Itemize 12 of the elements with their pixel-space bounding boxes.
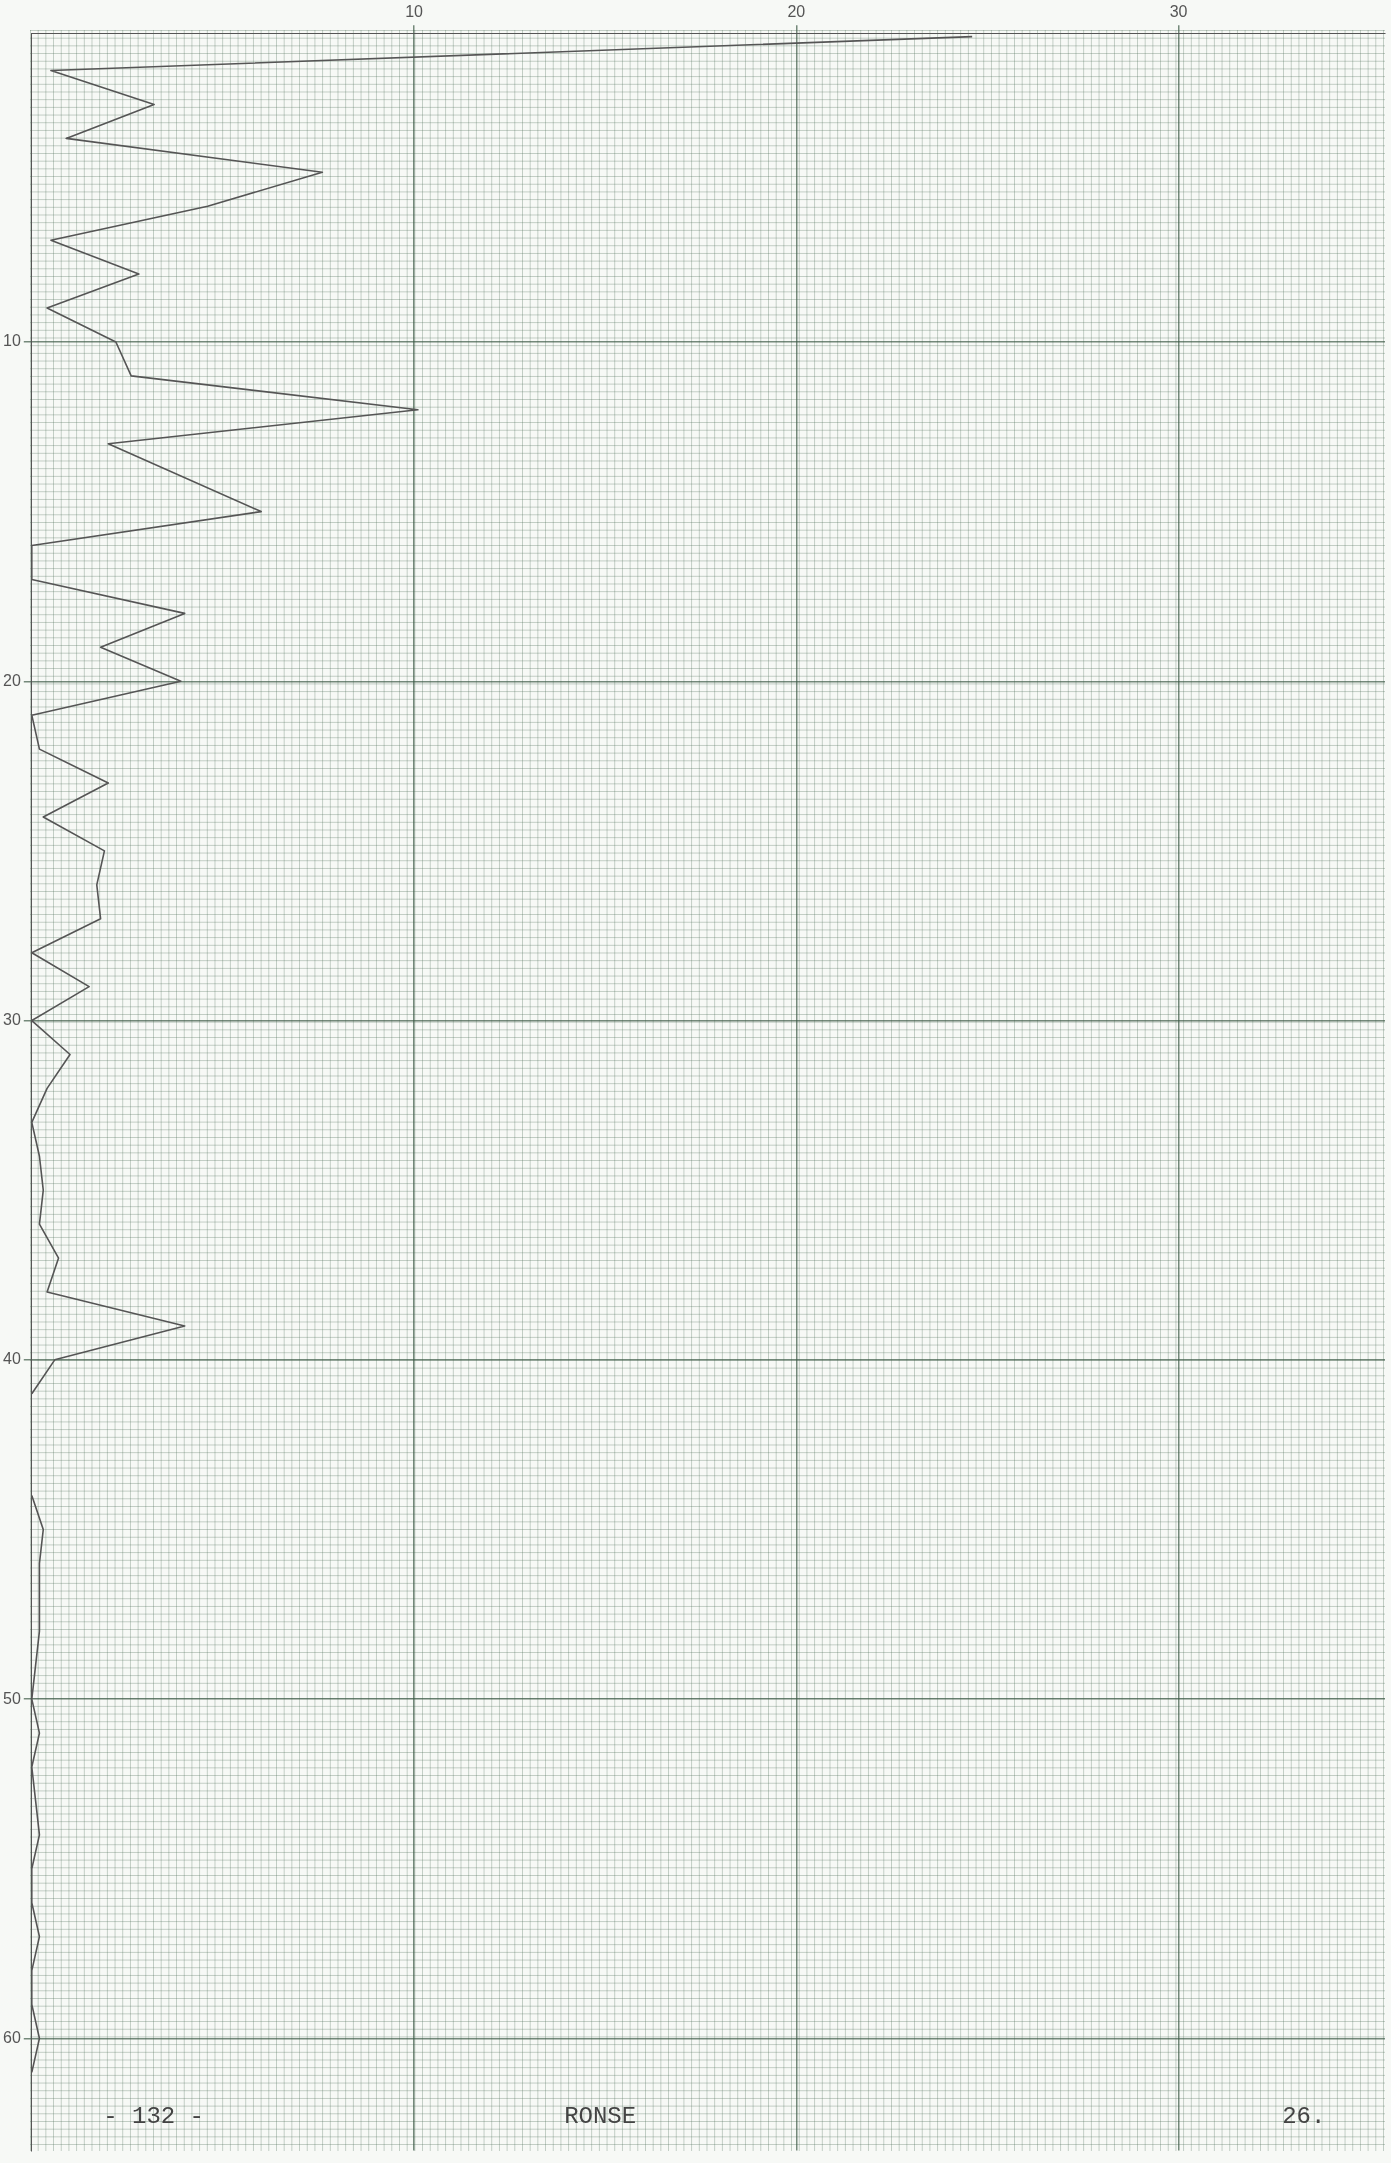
y-tick-label: 30 (3, 1010, 21, 1028)
y-tick-label: 10 (3, 332, 21, 350)
annotation: RONSE (564, 2102, 637, 2130)
y-tick-label: 40 (3, 1350, 21, 1368)
x-tick-label: 20 (787, 3, 806, 21)
y-tick-label: 60 (3, 2028, 21, 2046)
annotation: - 132 - (103, 2102, 204, 2130)
x-tick-label: 30 (1169, 3, 1188, 21)
y-tick-label: 20 (3, 671, 21, 689)
y-tick-label: 50 (3, 1689, 21, 1707)
x-tick-label: 10 (405, 3, 424, 21)
annotation: 26. (1282, 2102, 1326, 2130)
